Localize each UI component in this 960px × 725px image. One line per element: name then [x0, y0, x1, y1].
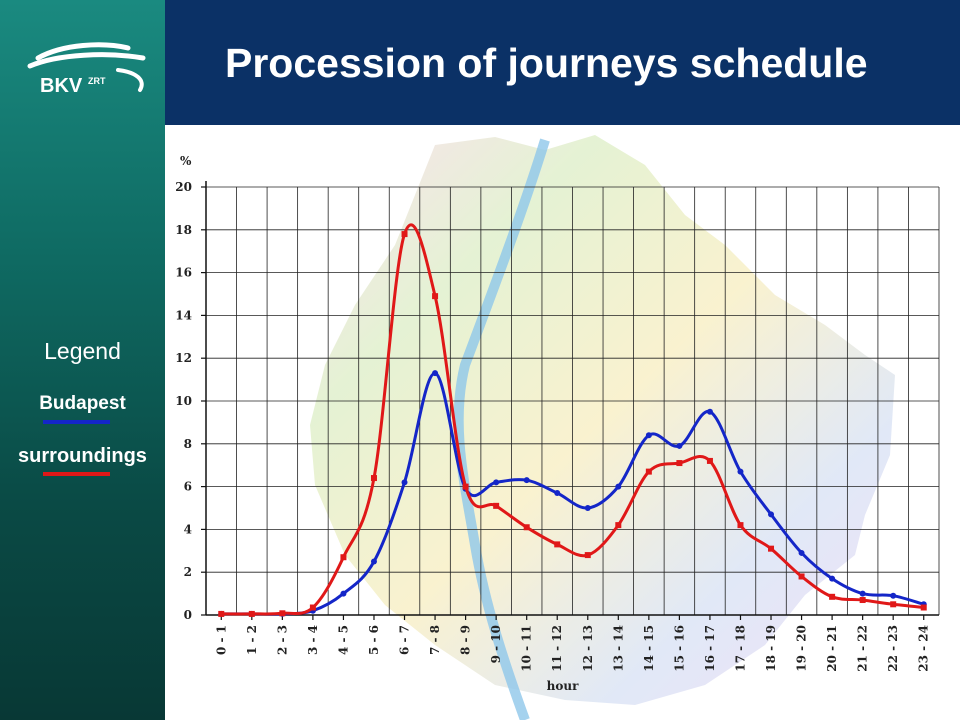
- x-tick-label: 23 - 24: [917, 625, 931, 672]
- chart-area: 0 2 4 6 8 10 12 14 16 18 20 0 - 1 1 - 2 2 - 3 3 - 4 4 -…: [165, 125, 960, 722]
- data-point-surroundings: [798, 573, 805, 580]
- river: [453, 138, 550, 722]
- data-point-surroundings: [615, 522, 622, 529]
- page-title: Procession of journeys schedule: [225, 40, 868, 86]
- y-tick-label: 18: [175, 223, 192, 237]
- bkv-logo: BKV ZRT: [27, 42, 146, 97]
- data-point-surroundings: [706, 457, 713, 464]
- data-point-budapest: [768, 511, 775, 518]
- y-tick-label: 4: [184, 522, 192, 536]
- data-point-surroundings: [218, 610, 225, 617]
- x-tick-label: 18 - 19: [764, 625, 778, 672]
- data-point-surroundings: [248, 610, 255, 617]
- data-point-budapest: [401, 479, 408, 486]
- x-tick-label: 12 - 13: [581, 625, 595, 672]
- x-tick-label: 19 - 20: [795, 625, 809, 672]
- data-point-surroundings: [340, 554, 347, 561]
- legend-line-surroundings: [43, 472, 110, 476]
- data-point-budapest: [676, 442, 683, 449]
- y-tick-label: 20: [175, 180, 192, 194]
- x-tick-label: 3 - 4: [306, 625, 320, 655]
- x-tick-label: 22 - 23: [886, 625, 900, 672]
- y-axis-label: %: [180, 154, 192, 168]
- data-point-budapest: [554, 490, 561, 497]
- data-point-budapest: [798, 549, 805, 556]
- legend-label-surroundings: surroundings: [18, 445, 147, 467]
- data-point-surroundings: [309, 604, 316, 611]
- y-tick-label: 12: [175, 351, 192, 365]
- y-tick-label: 8: [184, 437, 192, 451]
- series-line-surroundings: [221, 223, 924, 616]
- data-point-budapest: [737, 468, 744, 475]
- y-tick-label: 2: [184, 565, 192, 579]
- data-point-budapest: [370, 558, 377, 565]
- data-point-surroundings: [493, 502, 500, 509]
- x-tick-label: 13 - 14: [611, 625, 625, 672]
- x-tick-label: 2 - 3: [275, 625, 289, 655]
- data-point-surroundings: [523, 524, 530, 531]
- data-point-surroundings: [370, 475, 377, 482]
- x-tick-label: 7 - 8: [428, 625, 442, 655]
- x-tick-label: 16 - 17: [703, 625, 717, 672]
- x-tick-label: 11 - 12: [550, 625, 564, 672]
- data-point-budapest: [645, 432, 652, 439]
- x-tick-label: 4 - 5: [336, 625, 350, 655]
- data-point-surroundings: [768, 545, 775, 552]
- data-point-budapest: [706, 408, 713, 415]
- legend-label-budapest: Budapest: [39, 393, 126, 414]
- data-point-surroundings: [554, 541, 561, 548]
- x-tick-label: 14 - 15: [642, 625, 656, 672]
- x-tick-label: 21 - 22: [856, 625, 870, 672]
- data-point-budapest: [615, 483, 622, 490]
- map-background: [310, 135, 895, 705]
- y-tick-label: 14: [175, 308, 192, 322]
- data-point-surroundings: [737, 522, 744, 529]
- data-point-surroundings: [279, 610, 286, 617]
- x-tick-label: 17 - 18: [733, 625, 747, 672]
- x-tick-label: 9 - 10: [489, 625, 503, 663]
- data-point-budapest: [523, 477, 530, 484]
- x-tick-label: 0 - 1: [214, 625, 228, 655]
- y-tick-label: 10: [175, 394, 192, 408]
- legend-line-budapest: [43, 420, 110, 424]
- data-point-surroundings: [584, 552, 591, 559]
- data-point-surroundings: [645, 468, 652, 475]
- x-tick-label: 8 - 9: [459, 625, 473, 655]
- x-tick-label: 1 - 2: [245, 625, 259, 655]
- x-axis-label: hour: [547, 679, 579, 693]
- legend-title: Legend: [44, 338, 121, 364]
- header-bar: Procession of journeys schedule: [165, 0, 960, 125]
- x-tick-label: 15 - 16: [672, 625, 686, 672]
- data-point-budapest: [584, 505, 591, 511]
- y-tick-label: 16: [175, 266, 192, 280]
- y-tick-label: 0: [184, 608, 192, 622]
- data-point-budapest: [493, 479, 500, 486]
- data-point-surroundings: [890, 601, 897, 608]
- data-point-surroundings: [920, 604, 927, 611]
- data-point-surroundings: [676, 460, 683, 467]
- data-point-surroundings: [401, 231, 408, 238]
- data-point-budapest: [859, 590, 866, 597]
- data-point-surroundings: [462, 483, 469, 490]
- x-tick-label: 5 - 6: [367, 625, 381, 655]
- data-point-surroundings: [432, 293, 439, 300]
- x-tick-label: 6 - 7: [398, 625, 412, 655]
- data-point-budapest: [432, 370, 439, 377]
- x-tick-label: 10 - 11: [520, 625, 534, 672]
- line-chart: 0 2 4 6 8 10 12 14 16 18 20 0 - 1 1 - 2 2 - 3 3 - 4 4 -…: [175, 135, 940, 722]
- data-point-budapest: [890, 592, 897, 599]
- data-point-budapest: [340, 590, 347, 597]
- data-point-budapest: [829, 575, 836, 582]
- y-tick-label: 6: [184, 480, 192, 494]
- x-tick-label: 20 - 21: [825, 625, 839, 672]
- logo-suffix: ZRT: [88, 76, 106, 86]
- sidebar: BKV ZRT Legend Budapest surroundings: [0, 0, 165, 720]
- data-point-surroundings: [859, 597, 866, 604]
- data-point-surroundings: [829, 593, 836, 600]
- logo-text: BKV: [40, 75, 83, 97]
